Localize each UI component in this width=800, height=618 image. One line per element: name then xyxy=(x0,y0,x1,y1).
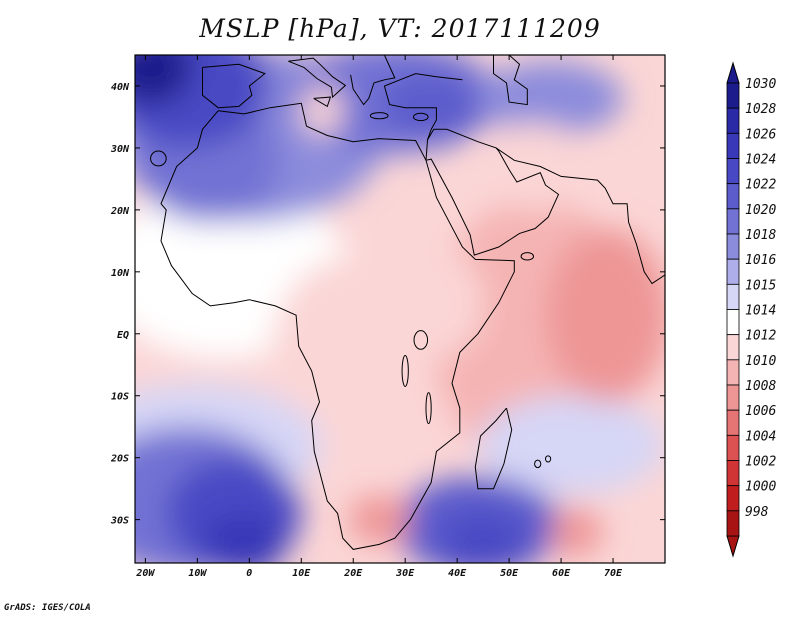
colorbar-label: 1026 xyxy=(745,127,776,142)
colorbar-label: 1000 xyxy=(745,480,776,495)
colorbar-label: 1030 xyxy=(745,77,776,92)
pressure-cell xyxy=(483,123,588,210)
colorbar-swatch xyxy=(726,334,740,361)
x-tick-label: 60E xyxy=(552,568,571,579)
y-tick-label: 20N xyxy=(110,206,130,217)
lake-or-island xyxy=(534,459,542,469)
lake-or-island xyxy=(401,354,409,387)
lake-or-island xyxy=(413,330,429,350)
coastline xyxy=(384,73,463,87)
pressure-cell xyxy=(441,513,525,563)
pressure-field xyxy=(135,55,665,563)
lake-or-island xyxy=(425,392,432,425)
colorbar-label: 1004 xyxy=(745,429,776,444)
coastline xyxy=(495,147,665,285)
coastline xyxy=(383,85,437,141)
colorbar-swatch xyxy=(726,409,740,436)
colorbar-label: 1002 xyxy=(745,455,776,470)
pressure-cell xyxy=(379,247,484,359)
coastline xyxy=(493,55,528,106)
x-tick-label: 30E xyxy=(395,568,415,579)
colorbar-swatch xyxy=(726,158,740,185)
colorbar-swatch xyxy=(726,258,740,285)
x-tick-label: 10E xyxy=(292,568,311,579)
pressure-cell xyxy=(477,61,624,136)
lake-or-island xyxy=(544,455,552,463)
colorbar-swatch xyxy=(726,82,740,109)
colorbar-label: 1016 xyxy=(745,253,776,268)
colorbar-label: 1006 xyxy=(745,404,776,419)
y-tick-label: 10N xyxy=(111,268,130,279)
colorbar-swatch xyxy=(726,510,740,537)
pressure-cell xyxy=(301,85,343,136)
colorbar-label: 1015 xyxy=(745,278,776,293)
pressure-cell xyxy=(348,494,411,545)
colorbar-label: 1012 xyxy=(745,329,776,344)
grads-credit: GrADS: IGES/COLA xyxy=(4,603,91,613)
coastline xyxy=(288,57,347,99)
x-tick-label: 0 xyxy=(246,568,252,579)
chart-title: MSLP [hPa], VT: 2017111209 xyxy=(199,14,601,43)
colorbar-top-arrow xyxy=(726,61,740,84)
coastline xyxy=(160,102,515,550)
colorbar-swatch xyxy=(726,107,740,134)
colorbar-swatch xyxy=(726,183,740,210)
colorbar-label: 998 xyxy=(745,505,769,520)
coastline xyxy=(313,96,332,108)
y-tick-label: 10S xyxy=(111,392,129,403)
lake-or-island xyxy=(369,112,389,120)
pressure-cell xyxy=(550,507,603,557)
colorbar-label: 1022 xyxy=(745,178,776,193)
colorbar-swatch xyxy=(726,132,740,159)
colorbar-swatch xyxy=(726,283,740,310)
colorbar-label: 1018 xyxy=(745,228,776,243)
colorbar-swatch xyxy=(726,434,740,461)
y-tick-label: 40N xyxy=(111,82,130,93)
colorbar-label: 1024 xyxy=(745,153,776,168)
map-frame xyxy=(134,54,666,564)
colorbar-swatch xyxy=(726,460,740,487)
y-tick-label: 30S xyxy=(110,516,129,527)
coastlines xyxy=(150,55,665,550)
lake-or-island xyxy=(520,252,535,261)
colorbar-label: 1014 xyxy=(745,304,776,319)
colorbar-swatch xyxy=(726,384,740,411)
x-tick-label: 50E xyxy=(500,568,519,579)
coastline xyxy=(202,63,266,109)
pressure-cell xyxy=(202,513,286,563)
colorbar-label: 1010 xyxy=(745,354,776,369)
colorbar-bottom-arrow xyxy=(726,535,740,558)
pressure-cell xyxy=(477,395,665,495)
lake-or-island xyxy=(150,150,167,167)
x-tick-label: 40E xyxy=(448,568,467,579)
colorbar-swatch xyxy=(726,233,740,260)
coastline xyxy=(425,128,560,256)
colorbar-label: 1028 xyxy=(745,102,776,117)
lake-or-island xyxy=(413,112,429,122)
colorbar-label: 1008 xyxy=(745,379,776,394)
pressure-cell xyxy=(545,228,665,402)
colorbar-swatch xyxy=(726,309,740,336)
colorbar-swatch xyxy=(726,359,740,386)
pressure-cell xyxy=(270,259,416,458)
y-tick-label: 30N xyxy=(110,144,130,155)
x-tick-label: 20W xyxy=(135,568,155,579)
y-tick-label: EQ xyxy=(117,330,129,341)
pressure-cell xyxy=(379,73,484,136)
colorbar: 1030 1028 1026 1024 1022 1020 1018 1016 1015 1014… xyxy=(726,61,776,558)
colorbar-swatch xyxy=(726,208,740,235)
colorbar-swatch xyxy=(726,485,740,512)
coastline xyxy=(350,55,396,106)
x-tick-label: 10W xyxy=(188,568,207,579)
x-tick-label: 20E xyxy=(343,568,363,579)
y-tick-label: 20S xyxy=(110,454,129,465)
x-tick-label: 70E xyxy=(604,568,623,579)
colorbar-label: 1020 xyxy=(745,203,776,218)
coastline xyxy=(474,407,513,490)
pressure-cell xyxy=(135,55,193,105)
